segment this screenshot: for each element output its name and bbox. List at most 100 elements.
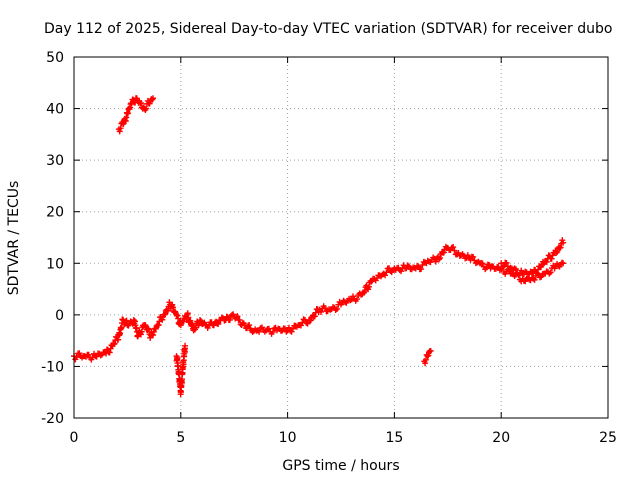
data-point bbox=[147, 334, 154, 341]
y-tick-label: 20 bbox=[46, 205, 64, 221]
data-point bbox=[155, 321, 162, 328]
data-point bbox=[233, 314, 240, 321]
x-tick-label: 5 bbox=[176, 430, 185, 446]
tick-layer: 0 5 10 15 20 25 -20 -10 0 10 20 30 40 50 bbox=[41, 50, 617, 446]
data-point bbox=[553, 249, 560, 256]
data-point bbox=[450, 244, 457, 251]
data-point bbox=[548, 255, 555, 262]
data-point bbox=[143, 105, 150, 112]
data-point bbox=[117, 125, 124, 132]
data-point bbox=[559, 237, 566, 244]
series-upper-branch bbox=[498, 237, 567, 279]
data-point bbox=[426, 349, 433, 356]
data-point bbox=[425, 352, 432, 359]
data-point bbox=[123, 317, 130, 324]
data-point bbox=[111, 340, 118, 347]
data-point bbox=[437, 254, 444, 261]
series-main bbox=[71, 243, 567, 363]
data-point bbox=[253, 327, 260, 334]
data-point bbox=[311, 313, 318, 320]
data-point bbox=[138, 328, 145, 335]
data-point bbox=[106, 349, 113, 356]
data-point bbox=[107, 345, 114, 352]
data-point bbox=[440, 249, 447, 256]
data-point bbox=[558, 259, 565, 266]
data-point bbox=[518, 267, 525, 274]
data-point bbox=[347, 297, 354, 304]
data-point bbox=[281, 325, 288, 332]
data-point bbox=[137, 331, 144, 338]
grid-layer bbox=[74, 57, 608, 418]
data-point bbox=[547, 269, 554, 276]
y-tick-label: 50 bbox=[46, 50, 64, 66]
data-point bbox=[202, 321, 209, 328]
y-tick-label: 0 bbox=[55, 308, 64, 324]
data-point bbox=[333, 305, 340, 312]
data-point bbox=[149, 96, 156, 103]
data-point bbox=[145, 325, 152, 332]
data-point bbox=[432, 258, 439, 265]
data-point bbox=[422, 356, 429, 363]
data-point bbox=[534, 270, 541, 277]
data-point bbox=[256, 328, 263, 335]
data-point bbox=[252, 326, 259, 333]
data-point bbox=[442, 243, 449, 250]
data-point bbox=[451, 247, 458, 254]
data-point bbox=[150, 328, 157, 335]
x-axis-label: GPS time / hours bbox=[282, 458, 399, 474]
data-point bbox=[470, 253, 477, 260]
y-tick-label: 10 bbox=[46, 256, 64, 272]
data-point bbox=[162, 311, 169, 318]
data-point bbox=[246, 322, 253, 329]
data-point bbox=[169, 304, 176, 311]
data-point bbox=[269, 328, 276, 335]
data-point bbox=[240, 320, 247, 327]
data-point bbox=[422, 360, 429, 367]
data-point bbox=[424, 353, 431, 360]
data-point bbox=[116, 128, 123, 135]
x-tick-label: 0 bbox=[70, 430, 79, 446]
data-point bbox=[159, 316, 166, 323]
x-tick-label: 20 bbox=[492, 430, 510, 446]
y-tick-label: -10 bbox=[41, 359, 64, 375]
data-point bbox=[538, 261, 545, 268]
data-point bbox=[558, 240, 565, 247]
series-small-segment bbox=[421, 347, 434, 367]
x-tick-label: 25 bbox=[599, 430, 617, 446]
data-point bbox=[73, 354, 80, 361]
y-tick-label: 40 bbox=[46, 102, 64, 118]
series-early-segment bbox=[115, 95, 157, 135]
y-tick-label: 30 bbox=[46, 153, 64, 169]
data-point bbox=[115, 336, 122, 343]
data-point bbox=[464, 252, 471, 259]
x-tick-label: 10 bbox=[279, 430, 297, 446]
data-point bbox=[554, 248, 561, 255]
data-point bbox=[383, 269, 390, 276]
data-point bbox=[215, 321, 222, 328]
plot-frame bbox=[73, 56, 609, 419]
data-point bbox=[285, 324, 292, 331]
data-point bbox=[247, 325, 254, 332]
data-point bbox=[283, 328, 290, 335]
data-point bbox=[365, 283, 372, 290]
data-point bbox=[234, 313, 241, 320]
data-point bbox=[418, 266, 425, 273]
data-point bbox=[543, 258, 550, 265]
data-point bbox=[89, 354, 96, 361]
data-point bbox=[134, 333, 141, 340]
data-point bbox=[150, 332, 157, 339]
series-dip bbox=[173, 342, 189, 398]
data-point bbox=[479, 260, 486, 267]
data-point bbox=[321, 305, 328, 312]
data-marks bbox=[71, 95, 567, 398]
x-tick-label: 15 bbox=[385, 430, 403, 446]
data-point bbox=[557, 244, 564, 251]
data-point bbox=[138, 100, 145, 107]
data-point bbox=[354, 296, 361, 303]
chart-title: Day 112 of 2025, Sidereal Day-to-day VTE… bbox=[44, 21, 612, 37]
y-tick-label: -20 bbox=[41, 411, 64, 427]
data-point bbox=[181, 345, 188, 352]
data-point bbox=[531, 276, 538, 283]
data-point bbox=[236, 316, 243, 323]
